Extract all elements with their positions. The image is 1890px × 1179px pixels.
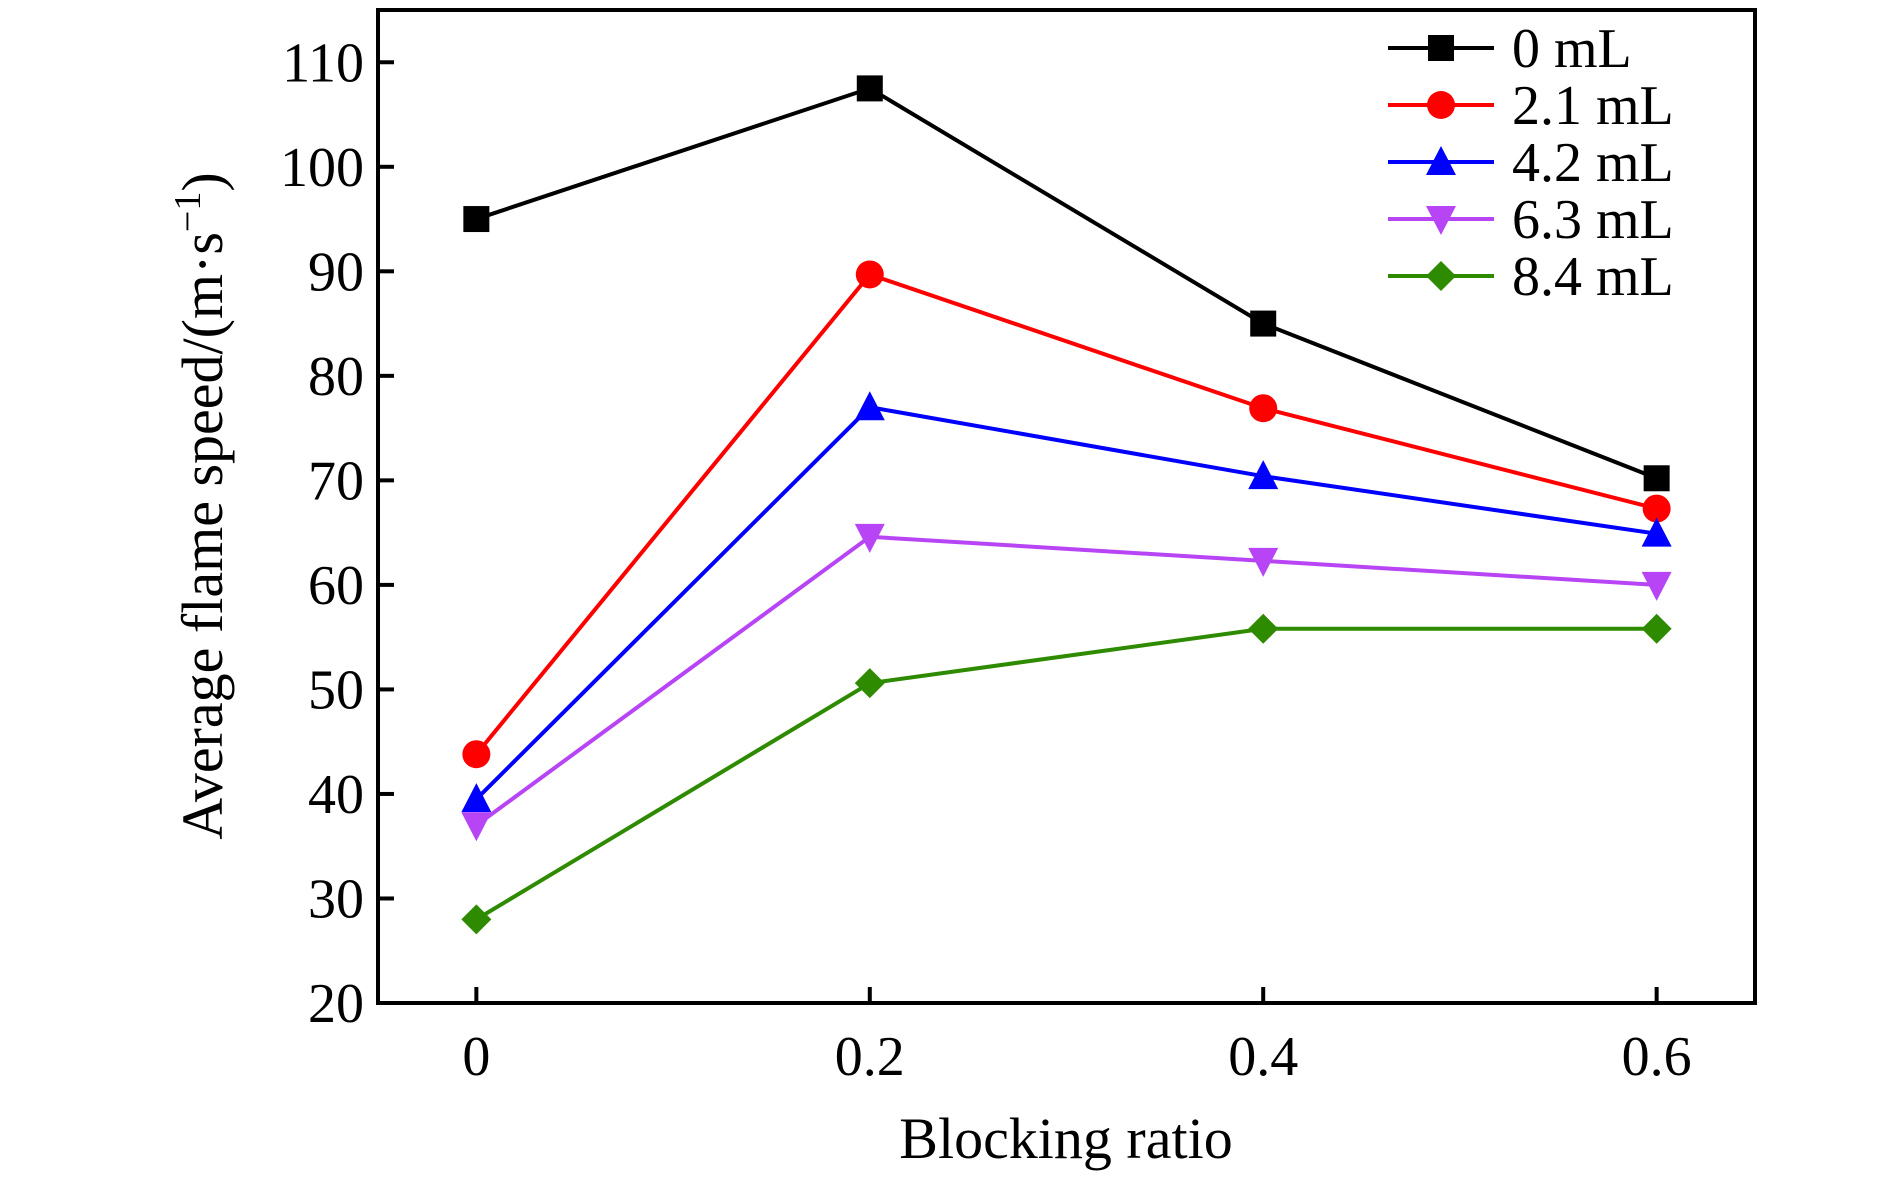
series-2 [461, 391, 1672, 813]
plot-frame [376, 8, 1757, 1005]
y-tick-label: 50 [308, 659, 364, 721]
y-tick-label: 100 [280, 137, 364, 199]
y-axis-title-main: Average flame speed/(m·s [170, 232, 235, 840]
data-point-triangle-up [1426, 146, 1456, 175]
legend-entry: 2.1 mL [1388, 75, 1674, 137]
data-point-triangle-down [1426, 206, 1456, 235]
data-point-square [1250, 310, 1277, 337]
data-point-diamond [1426, 261, 1456, 291]
data-point-triangle-down [1641, 571, 1672, 601]
series-3 [461, 523, 1672, 842]
y-tick-label: 80 [308, 346, 364, 408]
series-layer [461, 75, 1672, 935]
y-axis: 20 30 40 50 60 70 80 90 100 110 [280, 32, 394, 1035]
data-point-diamond [1641, 613, 1672, 644]
legend-label: 4.2 mL [1512, 132, 1674, 194]
series-0 [463, 75, 1670, 492]
y-tick-label: 90 [308, 241, 364, 303]
data-point-square [1428, 35, 1454, 61]
legend: 0 mL2.1 mL4.2 mL6.3 mL8.4 mL [1388, 18, 1674, 308]
series-line [475, 626, 1657, 922]
legend-entry: 4.2 mL [1388, 132, 1674, 194]
data-point-triangle-down [854, 523, 885, 553]
x-tick-label: 0 [462, 1026, 490, 1088]
series-1 [462, 260, 1671, 769]
y-axis-title: Average flame speed/(m·s−1) [167, 172, 235, 839]
data-point-triangle-down [1248, 547, 1279, 577]
data-point-diamond [854, 668, 885, 699]
x-tick-label: 0.6 [1622, 1026, 1692, 1088]
data-point-square [463, 206, 490, 233]
data-point-diamond [1248, 613, 1279, 644]
x-tick-label: 0.4 [1228, 1026, 1298, 1088]
data-point-circle [855, 260, 884, 289]
series-line [475, 534, 1657, 827]
series-line [474, 405, 1657, 801]
data-point-triangle-down [461, 812, 492, 842]
x-axis-title: Blocking ratio [899, 1106, 1232, 1171]
y-tick-label: 70 [308, 450, 364, 512]
data-point-triangle-up [1248, 460, 1279, 490]
y-tick-label: 30 [308, 868, 364, 930]
legend-entry: 8.4 mL [1388, 246, 1674, 308]
data-point-square [1643, 465, 1670, 492]
series-line [474, 272, 1658, 756]
legend-entry: 6.3 mL [1388, 189, 1674, 251]
y-axis-title-close: ) [170, 172, 235, 191]
x-axis: 0 0.2 0.4 0.6 [462, 987, 1692, 1088]
data-point-triangle-up [854, 391, 885, 421]
data-point-circle [1249, 394, 1278, 423]
legend-label: 2.1 mL [1512, 75, 1674, 137]
data-point-diamond [461, 904, 492, 935]
legend-entry: 0 mL [1388, 18, 1632, 80]
y-tick-label: 40 [308, 764, 364, 826]
data-point-circle [462, 740, 491, 769]
y-tick-label: 20 [308, 973, 364, 1035]
data-point-square [856, 75, 883, 102]
legend-label: 6.3 mL [1512, 189, 1674, 251]
series-4 [461, 613, 1672, 935]
data-point-circle [1642, 494, 1671, 523]
x-tick-label: 0.2 [835, 1026, 905, 1088]
legend-label: 8.4 mL [1512, 246, 1674, 308]
y-tick-label: 110 [282, 32, 364, 94]
data-point-circle [1427, 91, 1455, 119]
legend-label: 0 mL [1512, 18, 1632, 80]
data-point-triangle-up [1641, 517, 1672, 547]
y-tick-label: 60 [308, 555, 364, 617]
y-axis-title-sup: −1 [167, 192, 209, 232]
data-point-triangle-up [461, 783, 492, 813]
series-line [475, 86, 1658, 481]
